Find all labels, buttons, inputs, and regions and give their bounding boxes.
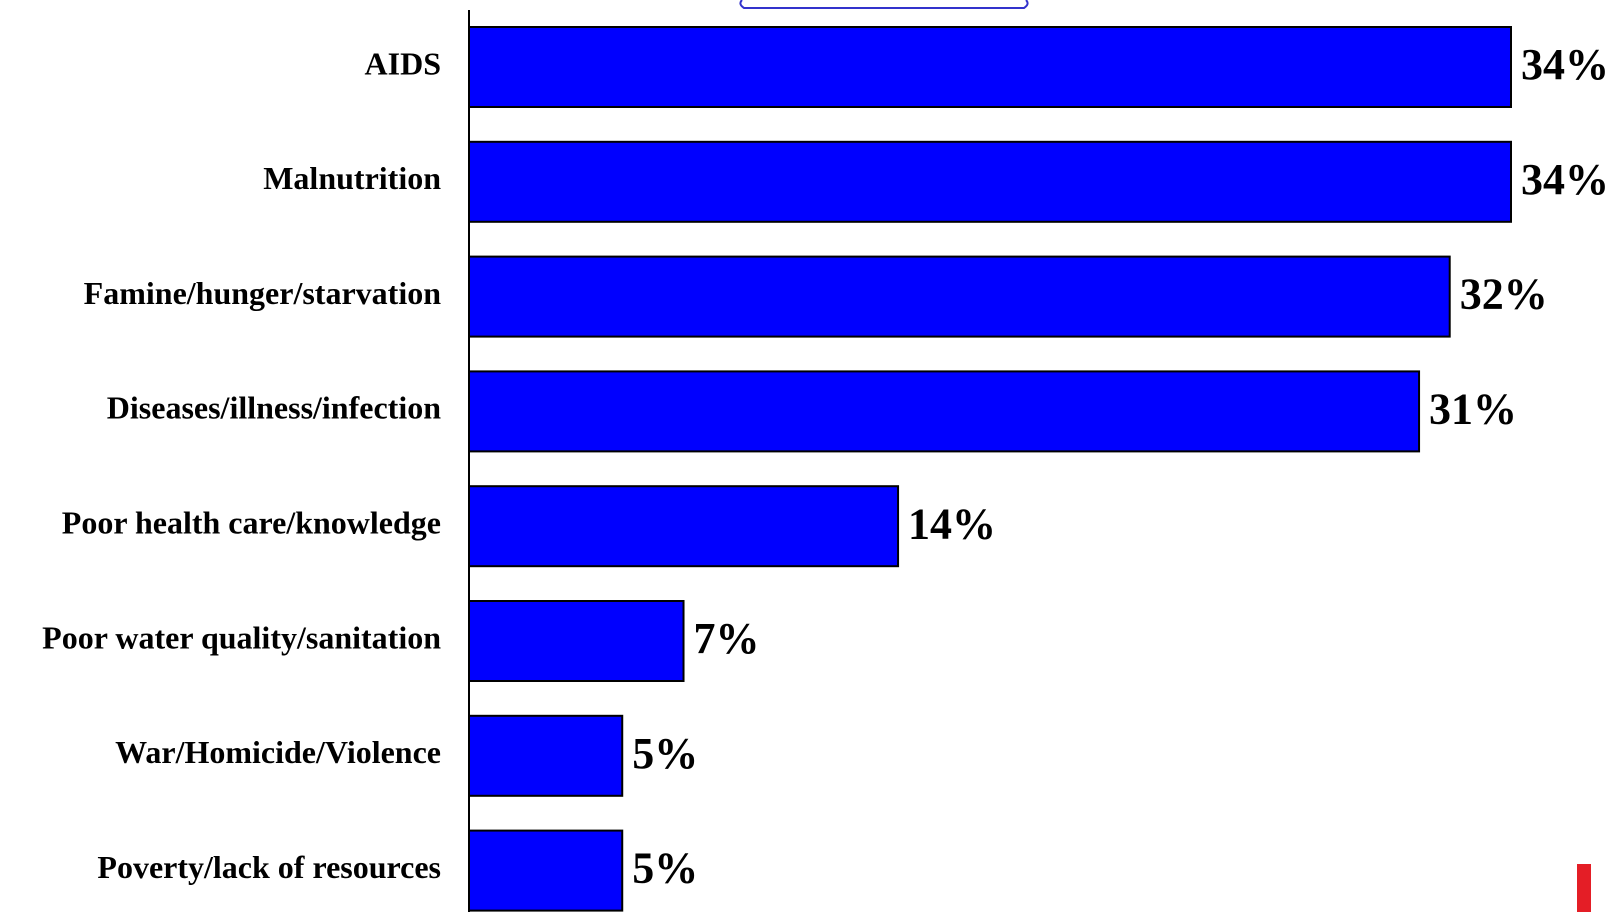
category-label: Diseases/illness/infection bbox=[107, 390, 441, 426]
category-label: AIDS bbox=[365, 45, 441, 81]
bar-0 bbox=[468, 26, 1512, 108]
category-label: Poverty/lack of resources bbox=[97, 849, 441, 885]
title-fragment bbox=[739, 0, 1029, 9]
value-label: 5% bbox=[632, 844, 698, 893]
bar-1 bbox=[468, 140, 1512, 223]
bar-6 bbox=[468, 714, 624, 797]
value-label: 34% bbox=[1521, 155, 1609, 204]
category-label: Malnutrition bbox=[263, 160, 441, 196]
category-label: War/Homicide/Violence bbox=[115, 734, 441, 770]
bar-7 bbox=[468, 829, 624, 912]
bar-4 bbox=[468, 485, 900, 568]
category-label: Poor health care/knowledge bbox=[62, 505, 441, 541]
value-label: 31% bbox=[1429, 384, 1517, 433]
value-label: 14% bbox=[908, 499, 996, 548]
category-label: Famine/hunger/starvation bbox=[84, 275, 442, 311]
bar-3 bbox=[468, 370, 1421, 453]
value-label: 34% bbox=[1521, 40, 1609, 89]
category-labels-group: AIDS Malnutrition Famine/hunger/starvation… bbox=[42, 45, 441, 885]
category-label: Poor water quality/sanitation bbox=[42, 619, 441, 655]
value-label: 7% bbox=[694, 614, 760, 663]
bar-2 bbox=[468, 255, 1451, 338]
bars-group bbox=[468, 26, 1512, 912]
accent-mark bbox=[1577, 864, 1591, 912]
value-label: 32% bbox=[1460, 270, 1548, 319]
value-labels-group: 34% 34% 32% 31% 14% 7% 5% 5% bbox=[632, 40, 1609, 893]
value-label: 5% bbox=[632, 729, 698, 778]
bar-5 bbox=[468, 600, 685, 682]
